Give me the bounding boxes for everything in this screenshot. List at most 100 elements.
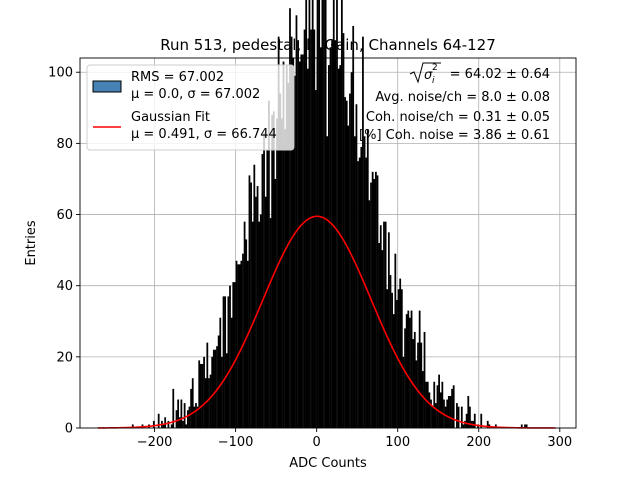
histogram-bar: [284, 129, 287, 428]
histogram-bar: [162, 424, 165, 428]
histogram-bar: [396, 299, 398, 428]
legend: RMS = 67.002 μ = 0.0, σ = 67.002 Gaussia…: [86, 64, 295, 151]
histogram-bar: [308, 0, 311, 428]
histogram-bar: [292, 58, 295, 428]
histogram-bar: [399, 278, 402, 428]
histogram-bar: [383, 221, 385, 428]
histogram-bar: [524, 424, 526, 428]
histogram-bar: [357, 161, 359, 428]
histogram-bar: [415, 360, 418, 428]
histogram-bar: [297, 40, 299, 428]
histogram-bar: [370, 182, 372, 428]
histogram-bar: [209, 374, 212, 428]
histogram-bar: [263, 132, 265, 428]
gaussian-fit-line: [97, 215, 556, 429]
histogram-bar: [349, 93, 351, 429]
sigma-subscript: i: [432, 76, 435, 86]
histogram-bar: [373, 178, 376, 428]
histogram-bar: [334, 40, 337, 428]
histogram-bar: [222, 296, 225, 428]
histogram-bar: [214, 349, 217, 428]
legend-fit-stats: μ = 0.491, σ = 66.744: [131, 127, 277, 142]
histogram-bar: [188, 406, 191, 428]
histogram-bar: [409, 317, 411, 428]
histogram-bar: [298, 61, 301, 429]
histogram-bar: [199, 363, 202, 428]
histogram-bar: [417, 342, 419, 428]
histogram-bar: [319, 47, 322, 428]
histogram-bar: [198, 360, 201, 428]
histogram-bar: [469, 406, 471, 428]
histogram-bar: [219, 317, 222, 428]
histogram-bar: [366, 129, 369, 428]
histogram-bar: [342, 33, 345, 428]
histogram-bar: [264, 196, 267, 428]
histogram-bar: [525, 424, 528, 428]
histogram-bar: [274, 178, 277, 428]
histogram-bar: [282, 61, 285, 429]
y-axis-ticks: 0 20 40 60 80 100: [48, 66, 80, 437]
histogram-bar: [328, 65, 330, 428]
histogram-bar: [245, 239, 248, 428]
histogram-bar: [467, 395, 470, 428]
histogram-bar: [457, 406, 460, 428]
sigma-symbol: σ: [424, 68, 433, 83]
y-tick-label: 100: [48, 66, 73, 81]
histogram-bar: [277, 36, 280, 429]
histogram-bar: [258, 221, 261, 428]
histogram-bar: [313, 29, 316, 429]
x-tick-label: 100: [385, 435, 410, 450]
histogram-bar: [365, 157, 368, 428]
histogram-bar: [242, 253, 244, 428]
x-axis-ticks: −200 −100 0 100 200 300: [137, 428, 572, 450]
x-tick-label: −200: [137, 435, 173, 450]
histogram-bar: [167, 420, 170, 428]
histogram-bar: [418, 310, 421, 428]
chart-title: Run 513, pedestal, hi Gain, Channels 64-…: [160, 36, 496, 54]
histogram-bar: [208, 378, 210, 428]
histogram-bar: [336, 0, 338, 429]
histogram-bar: [321, 0, 324, 429]
histogram-bar: [462, 424, 465, 428]
histogram-bar: [216, 346, 218, 428]
histogram-bar: [332, 0, 335, 429]
histogram-bar: [446, 399, 449, 428]
histogram-bar: [358, 157, 361, 428]
legend-hist-stats: μ = 0.0, σ = 67.002: [131, 87, 260, 102]
histogram-bar: [434, 403, 437, 428]
histogram-bar: [272, 111, 275, 428]
histogram-bar: [464, 420, 466, 428]
histogram-bar: [486, 420, 489, 428]
histogram-bar: [344, 97, 346, 428]
histogram-bar: [259, 214, 262, 428]
histogram-bar: [441, 381, 444, 428]
x-tick-label: 0: [313, 435, 321, 450]
histogram-bar: [237, 264, 239, 428]
histogram-bar: [250, 182, 252, 428]
histogram-bar: [439, 392, 442, 428]
histogram-bar: [384, 221, 387, 428]
histogram-bar: [233, 282, 236, 428]
histogram-bars: [131, 0, 528, 429]
avg-noise-annotation: Avg. noise/ch = 8.0 ± 0.08: [375, 90, 550, 105]
histogram-bar: [248, 175, 251, 428]
histogram-bar: [391, 292, 393, 428]
histogram-bar: [246, 260, 249, 428]
histogram-bar: [255, 196, 257, 428]
histogram-bar: [347, 125, 350, 428]
histogram-bar: [451, 388, 453, 428]
histogram-bar: [253, 164, 256, 428]
histogram-bar: [392, 314, 395, 428]
histogram-bar: [431, 406, 434, 428]
histogram-bar: [387, 232, 390, 428]
histogram-bar: [185, 424, 188, 428]
y-axis-label: Entries: [24, 220, 39, 266]
histogram-bar: [230, 317, 233, 428]
histogram-bar: [465, 413, 468, 428]
histogram-bar: [407, 310, 410, 428]
histogram-bar: [423, 331, 426, 428]
histogram-bar: [293, 75, 296, 429]
histogram-bar: [324, 0, 327, 429]
histogram-bar: [326, 136, 329, 428]
